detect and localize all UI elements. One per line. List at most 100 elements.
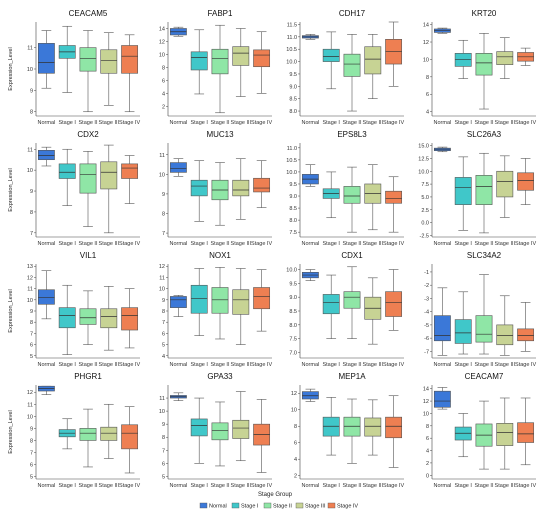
box-normal: [169, 295, 187, 317]
panel-title: VIL1: [80, 251, 97, 260]
box-iqr: [253, 177, 271, 193]
box-iqr: [58, 163, 76, 179]
box-iqr: [190, 284, 208, 314]
x-tick-label: Stage I: [190, 241, 208, 247]
legend-items: Normal Stage I Stage II Stage III Stage IV: [199, 502, 358, 510]
box-iqr: [58, 307, 76, 329]
box-iqr: [37, 43, 55, 74]
box-iqr: [343, 291, 361, 309]
box-stage-i: [190, 160, 208, 222]
y-tick-label: 9: [30, 426, 33, 432]
box-stage-iii: [232, 268, 250, 345]
box-stage-iv: [517, 302, 535, 352]
box-iqr: [343, 416, 361, 437]
y-tick-label: 6: [162, 331, 165, 337]
x-tick-label: Stage II: [475, 362, 494, 368]
y-axis-label: Expression_Level: [8, 289, 14, 332]
y-tick-label: 7.0: [289, 350, 297, 356]
box-stage-i: [322, 31, 340, 90]
box-iqr: [232, 289, 250, 315]
box-iqr: [253, 287, 271, 310]
x-tick-label: Stage II: [343, 120, 362, 126]
box-stage-iii: [496, 295, 514, 356]
box-iqr: [322, 294, 340, 315]
x-tick-label: Stage III: [363, 362, 384, 368]
box-stage-iv: [253, 269, 271, 332]
box-stage-iv: [121, 406, 139, 474]
y-tick-label: 8: [162, 309, 165, 315]
x-tick-label: Stage I: [190, 483, 208, 489]
box-iqr: [100, 308, 118, 329]
legend-swatch-stage-iv: [327, 502, 336, 509]
box-iqr: [211, 287, 229, 314]
box-iqr: [517, 172, 535, 191]
x-tick-label: Normal: [434, 120, 452, 126]
box-iqr: [364, 417, 382, 437]
y-tick-label: 10.0: [418, 169, 429, 175]
x-tick-label: Stage III: [363, 120, 384, 126]
y-tick-label: 11.5: [287, 22, 297, 28]
y-tick-label: 11: [27, 46, 33, 52]
x-tick-label: Stage II: [211, 120, 230, 126]
box-iqr: [496, 423, 514, 446]
box-stage-iii: [232, 391, 250, 462]
box-iqr: [79, 428, 97, 441]
y-tick-label: 4: [162, 354, 165, 360]
box-iqr: [232, 46, 250, 66]
box-stage-ii: [343, 34, 361, 112]
y-tick-label: 7.5: [421, 182, 429, 188]
y-tick-label: 12.5: [418, 156, 429, 162]
y-tick-label: 8: [294, 424, 297, 430]
x-tick-label: Stage II: [79, 120, 98, 126]
y-tick-label: -1: [424, 270, 429, 276]
box-iqr: [433, 315, 451, 342]
box-iqr: [190, 179, 208, 197]
x-tick-label: Stage IV: [383, 241, 404, 247]
box-stage-i: [322, 274, 340, 339]
y-tick-label: 10: [159, 287, 165, 293]
y-tick-label: 12: [423, 399, 429, 405]
box-stage-ii: [79, 408, 97, 468]
box-iqr: [169, 162, 187, 173]
y-tick-label: 8: [162, 212, 165, 218]
x-tick-label: Stage II: [343, 362, 362, 368]
box-stage-iii: [100, 286, 118, 351]
y-tick-label: -4: [424, 310, 429, 316]
y-tick-label: 12: [159, 39, 165, 45]
y-tick-label: 9.0: [289, 194, 297, 200]
x-tick-label: Stage IV: [119, 241, 140, 247]
box-stage-i: [190, 268, 208, 336]
y-tick-label: 4: [294, 457, 297, 463]
panel-title: FABP1: [208, 9, 233, 18]
y-tick-label: 10.5: [286, 47, 297, 53]
x-tick-label: Stage II: [211, 483, 230, 489]
x-tick-label: Stage III: [495, 483, 516, 489]
box-stage-iii: [496, 155, 514, 218]
box-normal: [37, 30, 55, 89]
box-normal: [37, 270, 55, 320]
x-tick-label: Stage III: [231, 483, 252, 489]
y-tick-label: 12: [423, 40, 429, 46]
legend-label: Normal: [209, 504, 227, 510]
box-iqr: [190, 418, 208, 437]
y-tick-label: 8.0: [289, 218, 297, 224]
x-tick-label: Stage I: [454, 120, 472, 126]
x-tick-label: Normal: [38, 362, 56, 368]
box-iqr: [37, 150, 55, 161]
box-stage-iv: [121, 34, 139, 113]
box-stage-iii: [232, 158, 250, 220]
y-tick-label: 6: [294, 441, 297, 447]
box-normal: [301, 34, 319, 40]
x-tick-label: Stage IV: [119, 120, 140, 126]
y-tick-label: 10: [291, 408, 297, 414]
box-stage-i: [58, 284, 76, 355]
x-tick-label: Normal: [434, 483, 452, 489]
x-tick-label: Normal: [38, 241, 56, 247]
box-stage-i: [454, 413, 472, 458]
y-tick-label: 9.0: [289, 295, 297, 301]
